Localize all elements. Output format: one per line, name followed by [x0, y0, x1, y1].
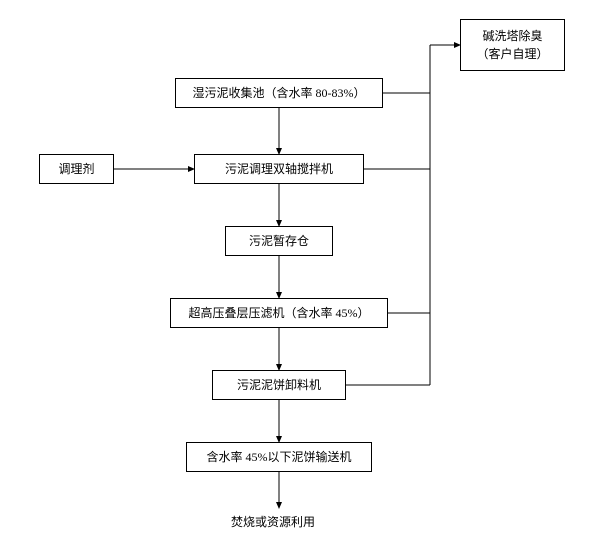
node-label: 污泥泥饼卸料机	[237, 376, 321, 394]
terminal-label: 焚烧或资源利用	[231, 515, 315, 529]
node-label: 调理剂	[58, 160, 94, 178]
node-label: 污泥暂存仓	[249, 232, 309, 250]
node-label: 超高压叠层压滤机（含水率 45%）	[189, 304, 370, 322]
node-label: 碱洗塔除臭（客户自理）	[476, 27, 548, 63]
terminal-text: 焚烧或资源利用	[231, 513, 315, 530]
node-label: 含水率 45%以下泥饼输送机	[207, 448, 352, 466]
node-collection: 湿污泥收集池（含水率 80-83%）	[175, 78, 383, 108]
node-label: 污泥调理双轴搅拌机	[225, 160, 333, 178]
node-mixer: 污泥调理双轴搅拌机	[194, 154, 364, 184]
node-unloader: 污泥泥饼卸料机	[212, 370, 346, 400]
node-conveyor: 含水率 45%以下泥饼输送机	[186, 442, 372, 472]
node-conditioner: 调理剂	[39, 154, 114, 184]
node-deodorize: 碱洗塔除臭（客户自理）	[460, 19, 565, 71]
node-buffer: 污泥暂存仓	[225, 226, 333, 256]
node-filter: 超高压叠层压滤机（含水率 45%）	[170, 298, 388, 328]
node-label: 湿污泥收集池（含水率 80-83%）	[193, 84, 366, 102]
